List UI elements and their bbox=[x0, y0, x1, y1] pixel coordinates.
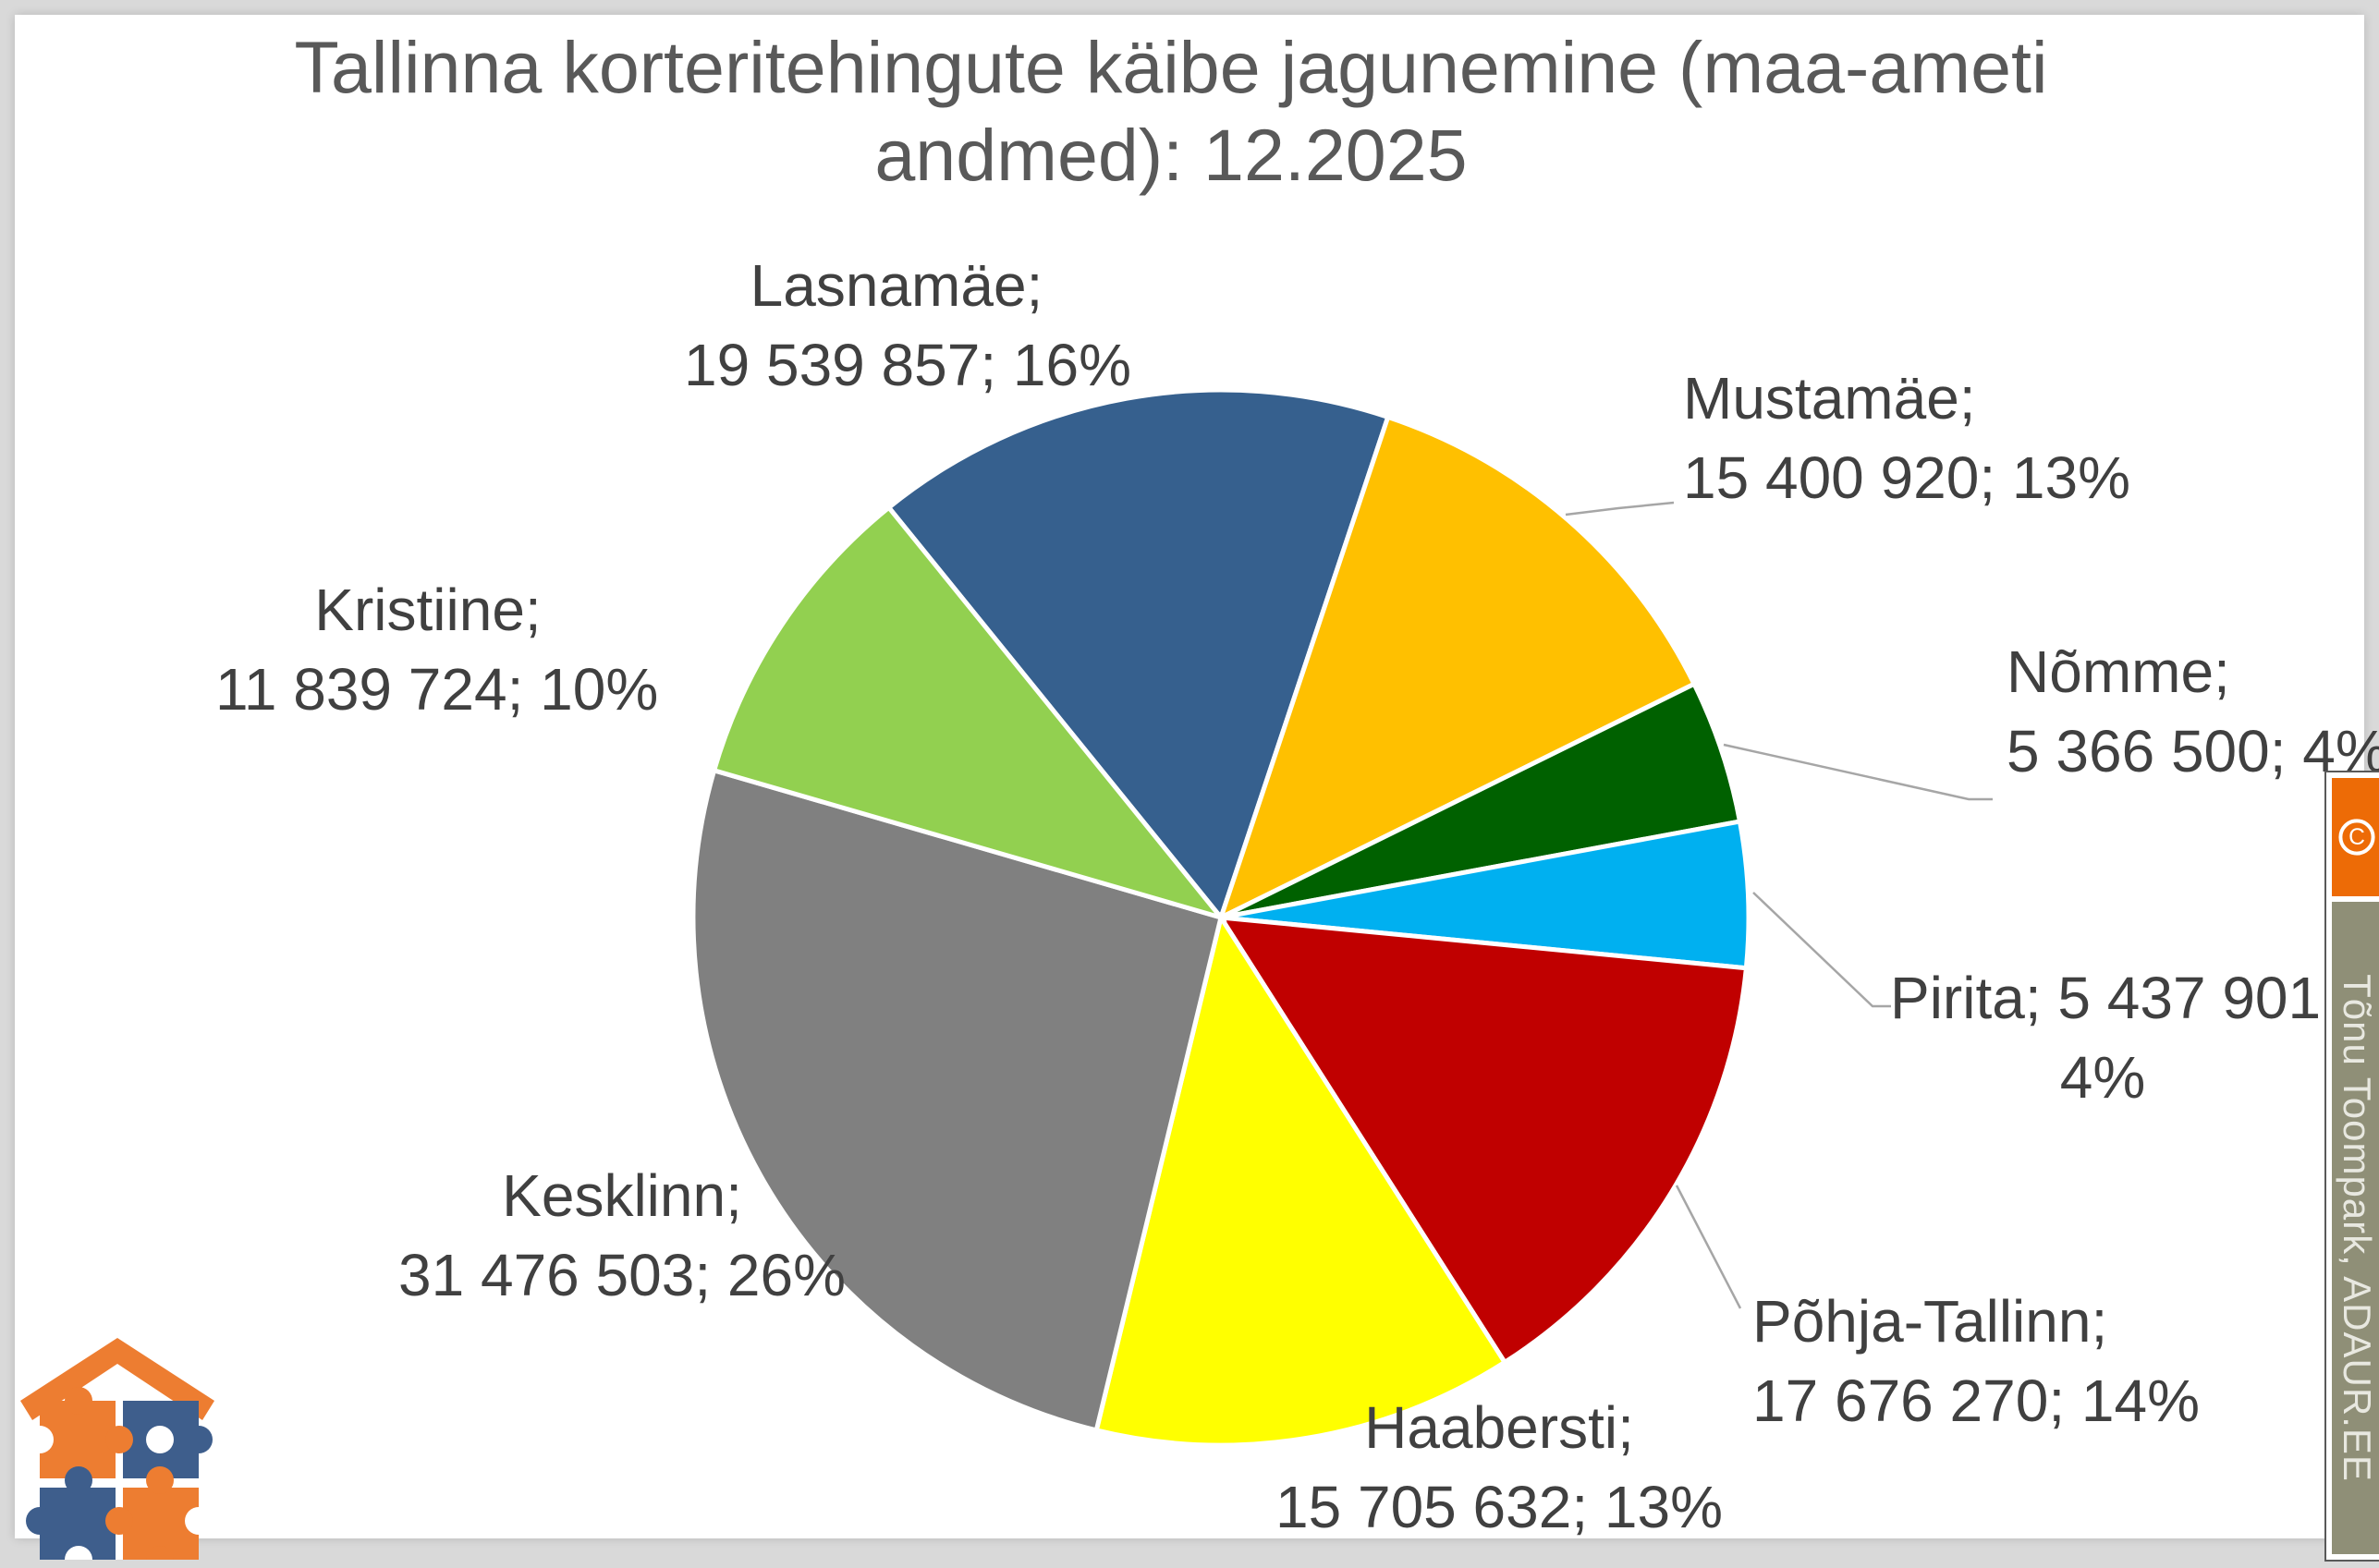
svg-text:C: C bbox=[2348, 825, 2365, 850]
